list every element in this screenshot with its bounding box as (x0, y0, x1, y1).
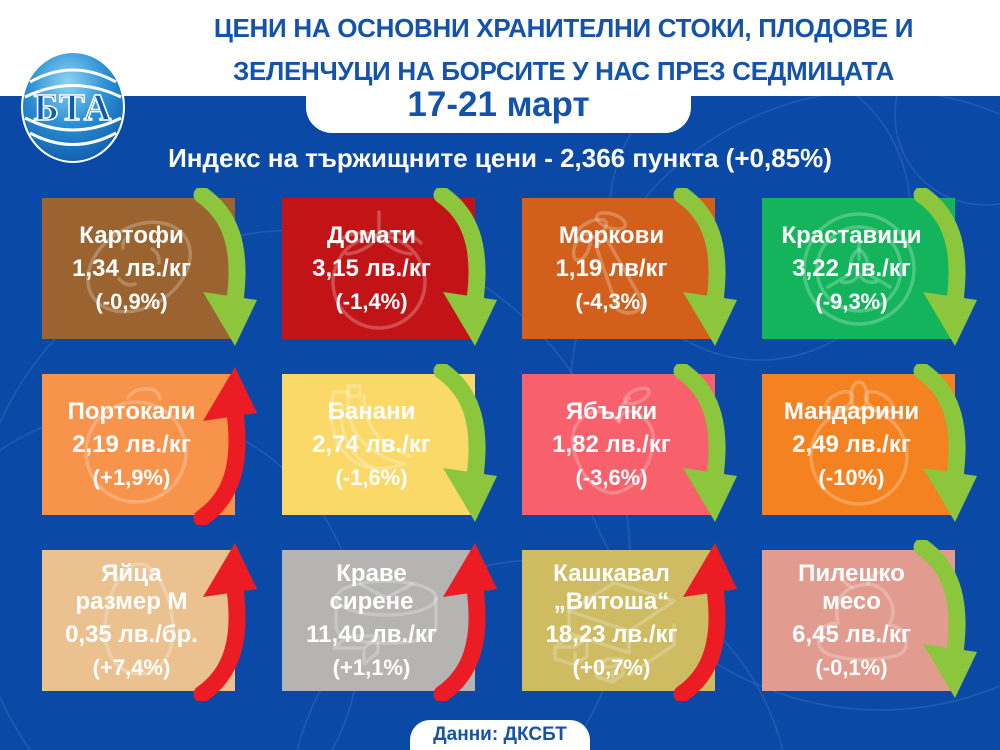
product-name: Банани (327, 397, 416, 425)
card-chicken-meat: Пилешко месо 6,45 лв./кг (-0,1%) (762, 550, 955, 691)
card-carrots: Моркови 1,19 лв/кг (-4,3%) (522, 198, 715, 339)
card-eggs: Яйца размер М 0,35 лв./бр. (+7,4%) (42, 550, 235, 691)
price-cards-grid: Картофи 1,34 лв./кг (-0,9%) Домати 3,15 … (42, 198, 955, 691)
product-change: (-1,4%) (335, 288, 408, 314)
product-change: (-1,6%) (335, 464, 408, 490)
card-bananas: Банани 2,74 лв./кг (-1,6%) (282, 374, 475, 515)
product-price: 2,49 лв./кг (792, 431, 911, 459)
header-band (0, 0, 1000, 96)
up-arrow-icon (425, 540, 499, 701)
product-name: Пилешко месо (798, 559, 905, 615)
product-name: Краве сирене (329, 559, 414, 615)
product-price: 3,15 лв./кг (312, 255, 431, 283)
card-mandarins: Мандарини 2,49 лв./кг (-10%) (762, 374, 955, 515)
down-arrow-icon (905, 188, 979, 349)
card-cucumbers: Краставици 3,22 лв./кг (-9,3%) (762, 198, 955, 339)
product-price: 2,19 лв./кг (72, 431, 191, 459)
date-range: 17-21 март (407, 85, 590, 124)
down-arrow-icon (425, 188, 499, 349)
up-arrow-icon (665, 540, 739, 701)
product-change: (+0,7%) (572, 655, 651, 681)
product-change: (-0,9%) (95, 288, 168, 314)
product-name: Моркови (558, 221, 665, 249)
bta-logo: БТА (20, 50, 126, 164)
down-arrow-icon (185, 188, 259, 349)
product-price: 18,23 лв./кг (545, 621, 678, 649)
product-price: 2,74 лв./кг (312, 431, 431, 459)
globe-icon: БТА (21, 51, 125, 163)
card-tomatoes: Домати 3,15 лв./кг (-1,4%) (282, 198, 475, 339)
product-name: Яйца размер М (75, 559, 188, 615)
card-potatoes: Картофи 1,34 лв./кг (-0,9%) (42, 198, 235, 339)
up-arrow-icon (185, 540, 259, 701)
card-white-cheese: Краве сирене 11,40 лв./кг (+1,1%) (282, 550, 475, 691)
product-change: (+1,9%) (92, 464, 171, 490)
page-title-line1: ЦЕНИ НА ОСНОВНИ ХРАНИТЕЛНИ СТОКИ, ПЛОДОВ… (213, 13, 914, 43)
product-change: (+1,1%) (332, 655, 411, 681)
logo-text: БТА (34, 87, 113, 129)
product-name: Краставици (781, 221, 922, 249)
product-name: Портокали (67, 397, 196, 425)
product-name: Ябълки (565, 397, 658, 425)
source-label: Данни: ДКСБТ (433, 724, 567, 745)
market-index-line: Индекс на тържищните цени - 2,366 пункта… (168, 143, 832, 173)
product-price: 11,40 лв./кг (306, 621, 437, 649)
product-name: Картофи (79, 221, 184, 249)
product-change: (-4,3%) (575, 288, 648, 314)
product-price: 0,35 лв./бр. (65, 621, 198, 649)
product-price: 1,82 лв./кг (552, 431, 671, 459)
product-change: (+7,4%) (92, 655, 171, 681)
source-pill: Данни: ДКСБТ (410, 720, 590, 750)
product-name: Домати (326, 221, 417, 249)
product-name: Кашкавал „Витоша“ (553, 559, 670, 615)
product-change: (-10%) (818, 464, 885, 490)
page-title-line2: ЗЕЛЕНЧУЦИ НА БОРСИТЕ У НАС ПРЕЗ СЕДМИЦАТ… (233, 56, 894, 86)
date-tab: 17-21 март (306, 85, 691, 133)
down-arrow-icon (665, 364, 739, 525)
product-change: (-3,6%) (575, 464, 648, 490)
card-yellow-cheese: Кашкавал „Витоша“ 18,23 лв./кг (+0,7%) (522, 550, 715, 691)
product-price: 6,45 лв./кг (792, 621, 911, 649)
product-price: 3,22 лв./кг (792, 255, 911, 283)
down-arrow-icon (905, 364, 979, 525)
product-price: 1,19 лв/кг (555, 255, 668, 283)
product-change: (-9,3%) (815, 288, 888, 314)
down-arrow-icon (905, 540, 979, 701)
down-arrow-icon (665, 188, 739, 349)
down-arrow-icon (425, 364, 499, 525)
product-price: 1,34 лв./кг (72, 255, 191, 283)
card-oranges: Портокали 2,19 лв./кг (+1,9%) (42, 374, 235, 515)
card-apples: Ябълки 1,82 лв./кг (-3,6%) (522, 374, 715, 515)
product-name: Мандарини (783, 397, 920, 425)
up-arrow-icon (185, 364, 259, 525)
product-change: (-0,1%) (815, 655, 888, 681)
